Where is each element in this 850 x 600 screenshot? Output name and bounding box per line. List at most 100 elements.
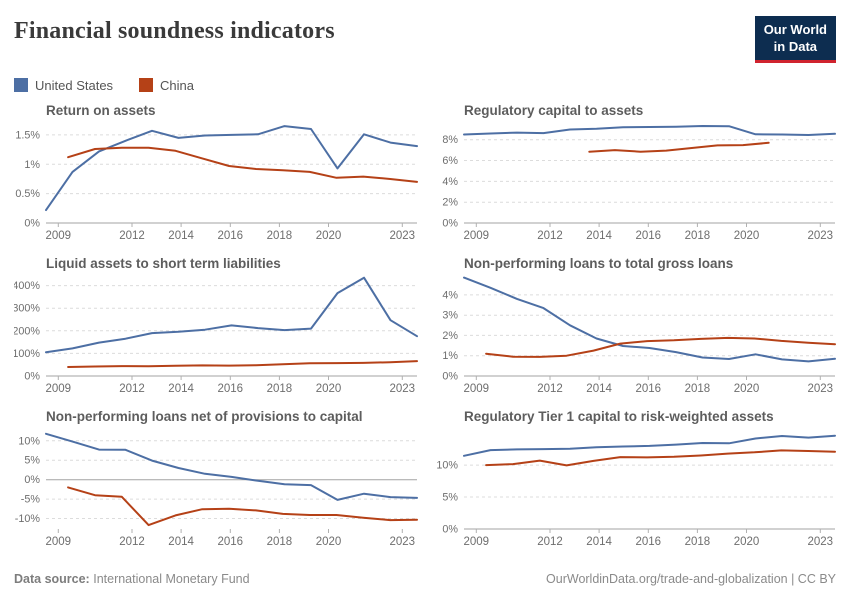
chart-card-npl-gross-loans: Non-performing loans to total gross loan… xyxy=(432,254,838,400)
x-tick-label: 2020 xyxy=(734,230,760,242)
x-tick-label: 2014 xyxy=(168,230,194,242)
x-tick-label: 2020 xyxy=(316,383,342,395)
united-states-line xyxy=(463,124,836,136)
y-tick-label: 100% xyxy=(14,348,40,360)
data-source-label: Data source: xyxy=(14,572,90,586)
chart-plot: 0% 5% 10% 2009 2012 2014 2016 2018 2020 2023 xyxy=(436,434,836,548)
x-tick-label: 2012 xyxy=(119,230,145,242)
logo-line-2: in Data xyxy=(773,38,818,54)
y-tick-label: 4% xyxy=(442,289,458,301)
chart-card-return-on-assets: Return on assets 0% 0.5% 1% 1.5% 2009 2012 201… xyxy=(14,101,420,247)
china-swatch-icon xyxy=(139,78,154,93)
legend-item-china: China xyxy=(139,78,194,93)
y-tick-label: 8% xyxy=(442,134,458,146)
united-states-line xyxy=(463,434,836,457)
x-tick-label: 2009 xyxy=(464,230,490,242)
y-tick-label: 6% xyxy=(442,155,458,167)
y-tick-label: 10% xyxy=(18,435,40,447)
y-tick-label: 0% xyxy=(442,370,458,382)
china-line xyxy=(485,336,836,358)
chart-title: Regulatory capital to assets xyxy=(464,102,644,118)
china-line xyxy=(67,486,418,526)
data-source: Data source: International Monetary Fund xyxy=(14,572,250,586)
x-tick-label: 2016 xyxy=(636,230,662,242)
y-tick-label: 0% xyxy=(24,217,40,229)
china-line xyxy=(588,141,770,153)
united-states-line xyxy=(45,124,418,211)
x-tick-label: 2016 xyxy=(636,536,662,548)
y-tick-label: 3% xyxy=(442,309,458,321)
united-states-line xyxy=(45,276,418,354)
chart-card-liquid-assets: Liquid assets to short term liabilities … xyxy=(14,254,420,400)
y-tick-label: 0.5% xyxy=(15,188,40,200)
y-tick-label: 0% xyxy=(442,523,458,535)
x-tick-label: 2009 xyxy=(464,536,490,548)
china-line xyxy=(485,449,836,467)
x-tick-label: 2016 xyxy=(218,536,244,548)
y-tick-label: -5% xyxy=(21,493,41,505)
chart-card-regulatory-capital-to-assets: Regulatory capital to assets 0% 2% 4% 6% 8% 2… xyxy=(432,101,838,247)
x-tick-label: 2023 xyxy=(390,383,416,395)
y-tick-label: 0% xyxy=(24,370,40,382)
united-states-swatch-icon xyxy=(14,78,28,93)
y-tick-label: 1% xyxy=(24,159,40,171)
x-tick-label: 2018 xyxy=(685,536,711,548)
data-source-value: International Monetary Fund xyxy=(93,572,250,586)
attribution: OurWorldinData.org/trade-and-globalizati… xyxy=(546,572,836,586)
x-tick-label: 2023 xyxy=(808,230,834,242)
footer: Data source: International Monetary Fund… xyxy=(14,572,838,600)
y-tick-label: 0% xyxy=(442,217,458,229)
x-tick-label: 2023 xyxy=(390,536,416,548)
chart-title: Liquid assets to short term liabilities xyxy=(46,255,281,271)
x-tick-label: 2018 xyxy=(685,383,711,395)
x-tick-label: 2023 xyxy=(390,230,416,242)
y-tick-label: 400% xyxy=(14,280,40,292)
chart-plot: 0% 1% 2% 3% 4% 2009 2012 2014 2016 2018 2020 2023 xyxy=(442,276,836,395)
x-tick-label: 2012 xyxy=(119,383,145,395)
chart-plot: 0% 100% 200% 300% 400% 2009 2012 2014 2016 2018 20… xyxy=(14,276,418,395)
x-tick-label: 2023 xyxy=(808,383,834,395)
x-tick-label: 2012 xyxy=(537,230,563,242)
chart-plot: 0% 0.5% 1% 1.5% 2009 2012 2014 2016 2018 2020 2023 xyxy=(15,124,418,242)
x-tick-label: 2023 xyxy=(808,536,834,548)
y-tick-label: 5% xyxy=(24,454,40,466)
y-tick-label: 1.5% xyxy=(15,129,40,141)
chart-title: Regulatory Tier 1 capital to risk-weight… xyxy=(464,408,774,424)
legend-item-united-states: United States xyxy=(14,78,113,93)
x-tick-label: 2020 xyxy=(316,536,342,548)
chart-title: Return on assets xyxy=(46,102,156,118)
legend-label: United States xyxy=(35,77,114,93)
x-tick-label: 2020 xyxy=(734,536,760,548)
chart-card-tier1-capital: Regulatory Tier 1 capital to risk-weight… xyxy=(432,407,838,553)
chart-title: Non-performing loans net of provisions t… xyxy=(46,408,363,424)
legend-label: China xyxy=(160,77,195,93)
y-tick-label: -10% xyxy=(15,513,41,525)
x-tick-label: 2020 xyxy=(316,230,342,242)
chart-plot: 0% 2% 4% 6% 8% 2009 2012 2014 2016 2018 2020 2023 xyxy=(442,124,836,242)
logo-line-1: Our World xyxy=(763,22,827,37)
x-tick-label: 2016 xyxy=(636,383,662,395)
x-tick-label: 2012 xyxy=(537,536,563,548)
x-tick-label: 2012 xyxy=(119,536,145,548)
x-tick-label: 2014 xyxy=(168,383,194,395)
y-tick-label: 2% xyxy=(442,196,458,208)
x-tick-label: 2014 xyxy=(586,383,612,395)
y-tick-label: 10% xyxy=(436,459,458,471)
x-tick-label: 2014 xyxy=(168,536,194,548)
united-states-line xyxy=(463,276,836,363)
y-tick-label: 4% xyxy=(442,176,458,188)
x-tick-label: 2016 xyxy=(218,230,244,242)
y-tick-label: 300% xyxy=(14,302,40,314)
y-tick-label: 1% xyxy=(442,350,458,362)
owid-logo: Our World in Data xyxy=(754,16,836,63)
legend: United States China xyxy=(14,78,838,93)
y-tick-label: 200% xyxy=(14,325,40,337)
chart-title: Non-performing loans to total gross loan… xyxy=(464,255,734,271)
charts-grid: Return on assets 0% 0.5% 1% 1.5% 2009 2012 201… xyxy=(14,101,838,553)
y-tick-label: 5% xyxy=(442,491,458,503)
y-tick-label: 0% xyxy=(24,474,40,486)
united-states-line xyxy=(45,432,418,501)
x-tick-label: 2009 xyxy=(46,536,72,548)
x-tick-label: 2018 xyxy=(267,230,293,242)
